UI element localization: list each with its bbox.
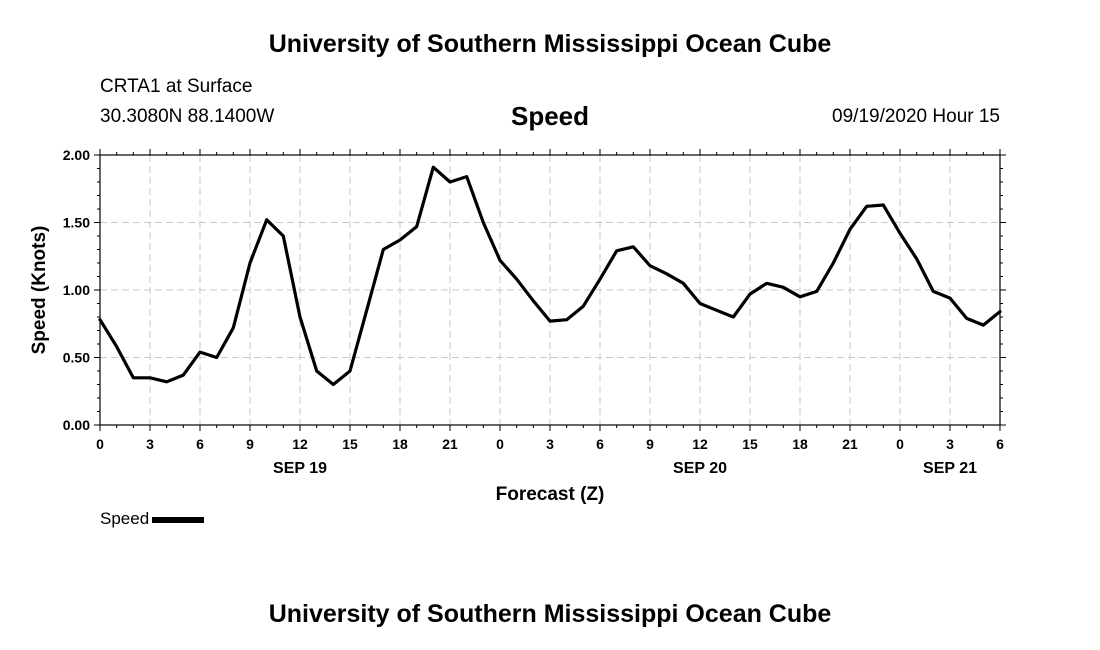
station-name: CRTA1 at Surface <box>100 76 253 97</box>
speed-series-line <box>98 165 1002 387</box>
y-tick-label: 1.00 <box>63 282 90 298</box>
chart-axes <box>94 149 1006 431</box>
x-tick-label: 18 <box>792 436 808 452</box>
x-date-label: SEP 20 <box>673 460 727 477</box>
chart-series <box>98 165 1002 387</box>
x-date-label: SEP 21 <box>923 460 977 477</box>
chart-title: Speed <box>510 101 590 131</box>
x-tick-label: 12 <box>692 436 708 452</box>
chart-labels: 0.00 0.50 1.00 1.50 2.00 0 3 6 9 12 15 18 21 0 3 6 9 12 15… <box>29 147 1004 505</box>
x-tick-label: 18 <box>392 436 408 452</box>
x-tick-label: 21 <box>442 436 458 452</box>
y-tick-label: 0.50 <box>63 350 90 366</box>
x-tick-label: 0 <box>96 436 104 452</box>
x-tick-label: 9 <box>646 436 654 452</box>
x-axis-label: Forecast (Z) <box>496 484 605 505</box>
footer-title: University of Southern Mississippi Ocean… <box>268 600 832 628</box>
x-tick-label: 9 <box>246 436 254 452</box>
x-tick-label: 15 <box>742 436 758 452</box>
y-tick-label: 2.00 <box>63 147 90 163</box>
forecast-datetime: 09/19/2020 Hour 15 <box>832 106 1000 127</box>
x-tick-label: 21 <box>842 436 858 452</box>
station-location: 30.3080N 88.1400W <box>100 106 275 127</box>
x-tick-label: 3 <box>546 436 554 452</box>
legend-label: Speed <box>100 509 150 528</box>
x-tick-label: 6 <box>196 436 204 452</box>
x-tick-label: 0 <box>896 436 904 452</box>
y-axis-label: Speed (Knots) <box>29 226 50 355</box>
y-tick-label: 0.00 <box>63 417 90 433</box>
x-tick-label: 0 <box>496 436 504 452</box>
plot-frame <box>99 154 1001 426</box>
x-tick-label: 3 <box>946 436 954 452</box>
x-tick-label: 15 <box>342 436 358 452</box>
legend: Speed <box>100 509 205 529</box>
x-tick-label: 3 <box>146 436 154 452</box>
x-date-label: SEP 19 <box>273 460 327 477</box>
legend-swatch <box>152 516 205 523</box>
page-title: University of Southern Mississippi Ocean… <box>268 30 832 58</box>
chart-grid <box>100 155 1000 425</box>
x-tick-label: 12 <box>292 436 308 452</box>
x-tick-label: 6 <box>596 436 604 452</box>
x-tick-label: 6 <box>996 436 1004 452</box>
y-tick-label: 1.50 <box>63 215 90 231</box>
